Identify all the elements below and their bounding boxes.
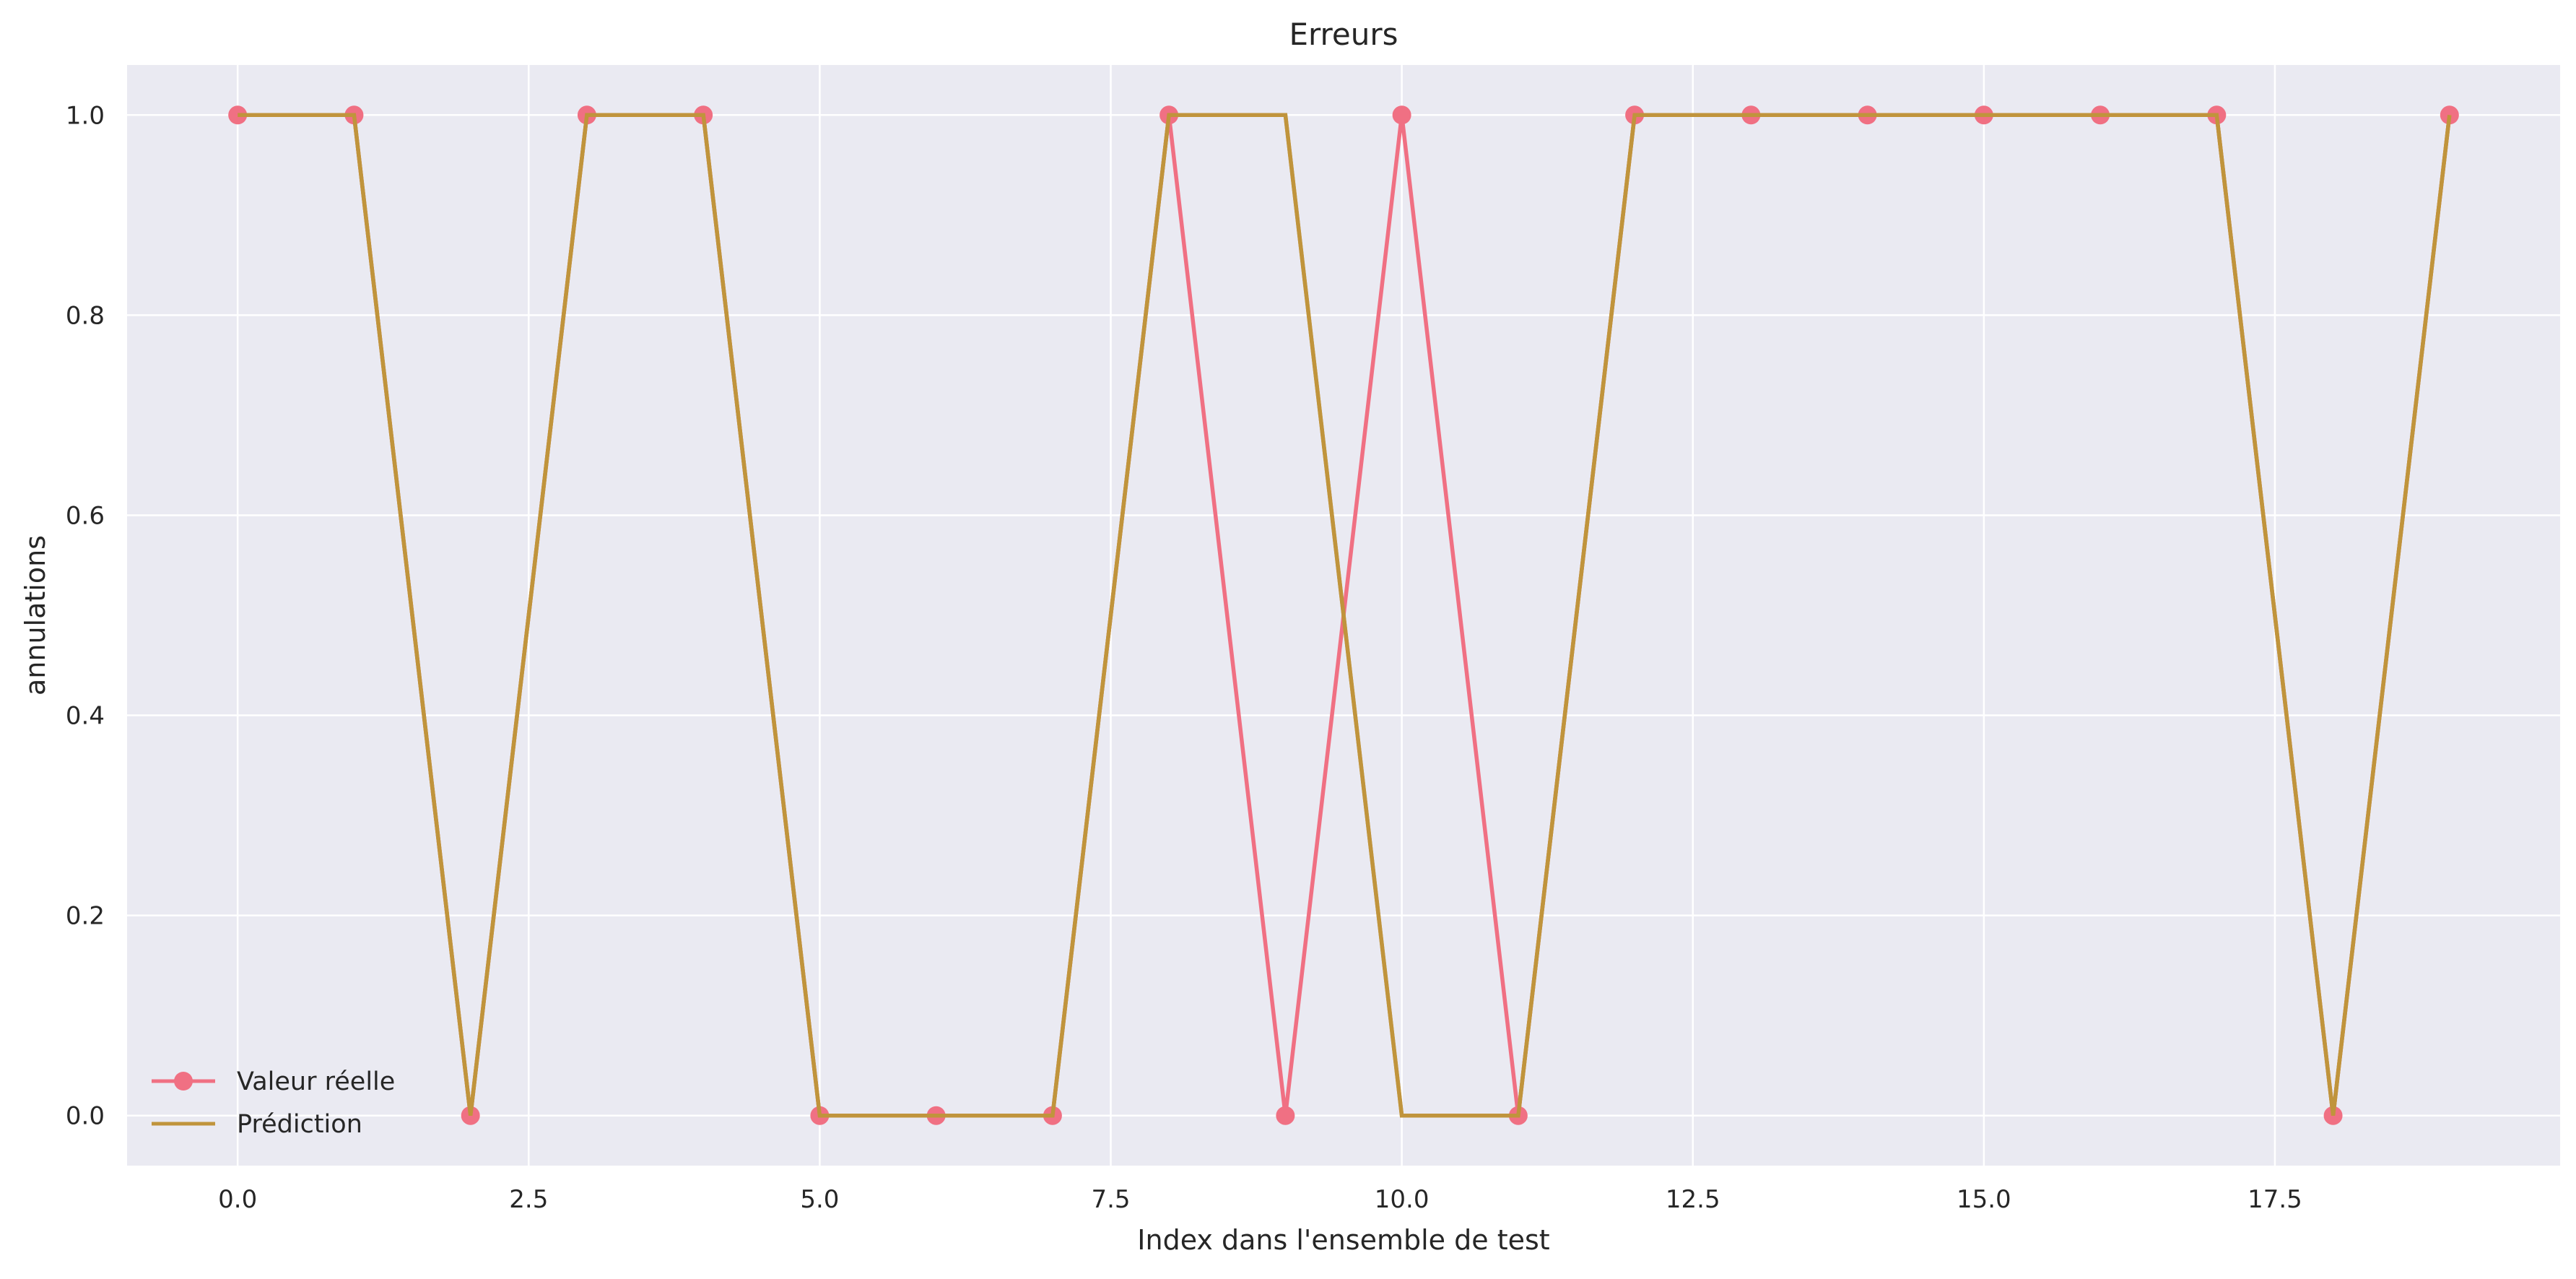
x-tick-label: 10.0 — [1375, 1185, 1430, 1214]
x-tick-label: 0.0 — [218, 1185, 257, 1214]
y-tick-labels: 0.0 0.2 0.4 0.6 0.8 1.0 — [66, 101, 105, 1130]
data-point — [1276, 1106, 1295, 1125]
x-tick-label: 12.5 — [1666, 1185, 1720, 1214]
legend-marker-valeur-reelle — [174, 1072, 193, 1091]
x-tick-label: 5.0 — [800, 1185, 839, 1214]
data-point — [1392, 105, 1411, 125]
series-line-prediction-overlay — [238, 113, 2452, 1118]
x-tick-label: 2.5 — [509, 1185, 548, 1214]
x-tick-labels: 0.0 2.5 5.0 7.5 10.0 12.5 15.0 17.5 — [218, 1185, 2302, 1214]
legend-label-prediction: Prédiction — [237, 1110, 362, 1139]
legend: Valeur réelle Prédiction — [152, 1067, 395, 1139]
x-tick-label: 7.5 — [1091, 1185, 1130, 1214]
y-axis-label: annulations — [19, 535, 51, 695]
data-point — [2440, 105, 2459, 125]
y-tick-label: 0.8 — [66, 301, 105, 330]
x-axis-label: Index dans l'ensemble de test — [1137, 1224, 1549, 1256]
y-tick-label: 0.2 — [66, 902, 105, 931]
x-tick-label: 15.0 — [1957, 1185, 2011, 1214]
series-markers — [228, 105, 2459, 1125]
y-tick-label: 0.0 — [66, 1102, 105, 1131]
y-tick-label: 0.6 — [66, 501, 105, 530]
chart-title: Erreurs — [1289, 17, 1398, 52]
x-tick-label: 17.5 — [2248, 1185, 2302, 1214]
y-tick-label: 0.4 — [66, 702, 105, 731]
data-point — [228, 105, 248, 125]
legend-label-valeur-reelle: Valeur réelle — [237, 1067, 395, 1096]
y-tick-label: 1.0 — [66, 101, 105, 130]
